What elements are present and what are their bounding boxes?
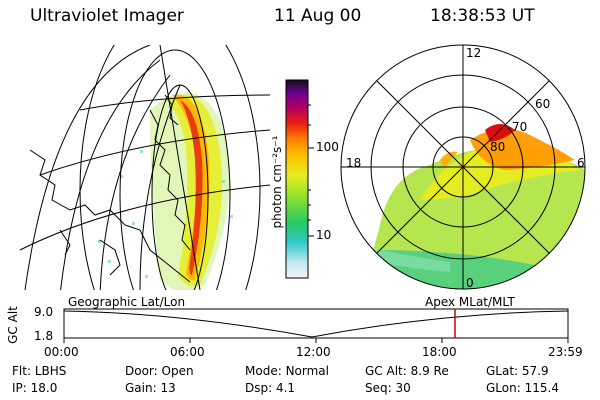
colorbar-tick-10: 10 — [316, 228, 332, 242]
colorbar — [285, 79, 314, 279]
observation-time: 18:38:53 UT — [430, 6, 535, 26]
aurora-speckles — [98, 150, 233, 278]
oval-patch — [440, 151, 458, 168]
altitude-xtick-0600: 06:00 — [170, 345, 205, 359]
info-dsp: Dsp: 4.1 — [245, 381, 296, 395]
polar-plot — [340, 44, 586, 290]
apex-label: Apex MLat/MLT — [425, 295, 515, 309]
aurora-band-core — [180, 100, 203, 276]
altitude-track — [63, 310, 569, 338]
altitude-ylabel: GC Alt — [5, 306, 20, 344]
info-flt: Flt: LBHS — [12, 364, 67, 378]
info-mode: Mode: Normal — [245, 364, 329, 378]
geographic-label: Geographic Lat/Lon — [68, 295, 186, 309]
altitude-xtick-2359: 23:59 — [548, 345, 583, 359]
info-glon: GLon: 115.4 — [486, 381, 559, 395]
mlat-label-60: 60 — [535, 97, 551, 111]
altitude-ytick-9: 9.0 — [34, 305, 54, 319]
altitude-xtick-1200: 12:00 — [296, 345, 331, 359]
mlt-label-18: 18 — [346, 156, 362, 170]
altitude-frame — [63, 308, 569, 339]
altitude-ytick-1-8: 1.8 — [34, 329, 54, 343]
mlat-label-80: 80 — [490, 140, 506, 154]
info-gc-alt: GC Alt: 8.9 Re — [365, 364, 449, 378]
coastlines — [29, 94, 191, 283]
info-ip: IP: 18.0 — [12, 381, 58, 395]
info-glat: GLat: 57.9 — [486, 364, 549, 378]
observation-date: 11 Aug 00 — [274, 6, 362, 26]
colorbar-gradient — [285, 79, 309, 279]
altitude-plot — [63, 308, 569, 343]
info-seq: Seq: 30 — [365, 381, 411, 395]
colorbar-tick-100: 100 — [316, 140, 339, 154]
colorbar-label: photon cm⁻²s⁻¹ — [270, 135, 284, 229]
mlt-label-6: 6 — [577, 156, 585, 170]
info-door: Door: Open — [125, 364, 194, 378]
info-gain: Gain: 13 — [125, 381, 176, 395]
polar-grid — [340, 44, 586, 290]
aurora-band-outer — [165, 95, 223, 287]
mlt-label-0: 0 — [466, 276, 474, 290]
aurora-band-mid — [172, 94, 210, 281]
altitude-xtick-1800: 18:00 — [422, 345, 457, 359]
instrument-title: Ultraviolet Imager — [30, 6, 184, 26]
geographic-image — [19, 45, 271, 290]
mlt-label-12: 12 — [466, 46, 482, 60]
mlat-label-70: 70 — [512, 120, 528, 134]
altitude-xtick-0000: 00:00 — [44, 345, 79, 359]
